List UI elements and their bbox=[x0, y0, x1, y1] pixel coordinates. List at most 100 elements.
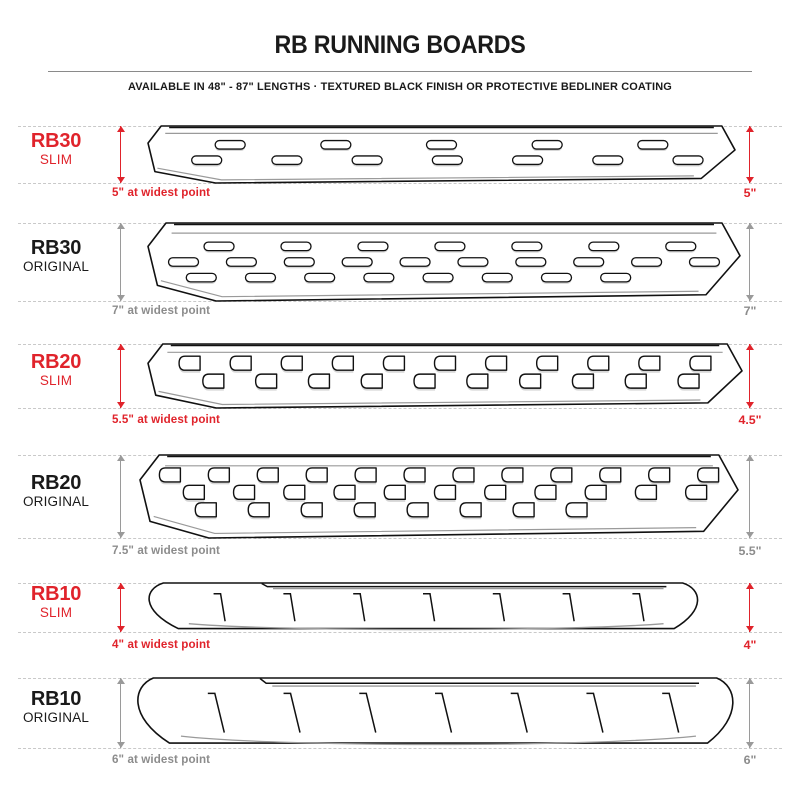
product-variant: ORIGINAL bbox=[22, 259, 90, 274]
step-pad bbox=[341, 257, 373, 269]
step-pad bbox=[360, 373, 383, 391]
step-pad bbox=[178, 355, 201, 373]
product-label: RB30 SLIM bbox=[0, 130, 112, 168]
step-pad bbox=[304, 272, 336, 284]
board-bottom-contour bbox=[180, 735, 697, 746]
board-silhouette bbox=[137, 677, 734, 744]
step-pad bbox=[283, 257, 315, 269]
step-pad bbox=[534, 484, 557, 502]
step-pad bbox=[592, 155, 624, 167]
dimension-shaft bbox=[120, 455, 121, 538]
step-pad bbox=[247, 502, 270, 520]
step-pad bbox=[203, 241, 235, 253]
arrowhead-up bbox=[745, 455, 754, 461]
arrowhead-down bbox=[745, 402, 754, 408]
page-title: RB RUNNING BOARDS bbox=[274, 31, 526, 59]
page-header: RB RUNNING BOARDS AVAILABLE IN 48" - 87"… bbox=[0, 0, 800, 93]
board-silhouette bbox=[147, 343, 743, 409]
arrowhead-up bbox=[116, 678, 125, 684]
step-pad bbox=[333, 484, 356, 502]
step-pad bbox=[677, 373, 700, 391]
left-dimension-arrow bbox=[116, 583, 125, 632]
running-board-illustration bbox=[139, 454, 739, 539]
product-variant: SLIM bbox=[39, 373, 73, 388]
step-pad bbox=[254, 373, 278, 391]
page-subtitle: AVAILABLE IN 48" - 87" LENGTHS · TEXTURE… bbox=[128, 81, 672, 93]
left-dimension-arrow bbox=[116, 344, 125, 408]
step-pad bbox=[459, 502, 482, 520]
step-pad bbox=[331, 355, 355, 373]
step-pad bbox=[684, 484, 708, 502]
height-dimension-label: 5" bbox=[743, 186, 757, 200]
step-pad bbox=[665, 241, 697, 253]
step-pad bbox=[481, 272, 513, 284]
product-variant: SLIM bbox=[39, 604, 73, 620]
step-pad bbox=[571, 373, 595, 391]
width-caption: 7" at widest point bbox=[112, 304, 211, 317]
step-pad bbox=[624, 373, 647, 391]
arrowhead-up bbox=[745, 344, 754, 350]
dimension-shaft bbox=[120, 344, 121, 408]
board-outline-svg bbox=[137, 677, 734, 746]
step-pad bbox=[399, 257, 431, 269]
arrowhead-up bbox=[116, 583, 125, 589]
step-pad bbox=[466, 373, 489, 391]
arrowhead-up bbox=[745, 126, 754, 132]
arrowhead-up bbox=[116, 344, 125, 350]
board-silhouette bbox=[147, 125, 736, 184]
step-pad bbox=[672, 155, 704, 167]
step-pad bbox=[182, 484, 206, 502]
board-inner-contour bbox=[153, 515, 697, 535]
left-dimension-arrow bbox=[116, 223, 125, 301]
step-pad bbox=[484, 484, 507, 502]
left-dimension-arrow bbox=[116, 126, 125, 183]
height-dimension-label: 4" bbox=[743, 638, 757, 652]
height-dimension-label: 4.5" bbox=[738, 413, 762, 427]
step-pad bbox=[511, 155, 544, 167]
product-label: RB10 ORIGINAL bbox=[0, 689, 112, 726]
dimension-shaft bbox=[120, 223, 121, 301]
guide-line-bottom bbox=[18, 632, 782, 633]
step-pad bbox=[244, 272, 277, 284]
product-model: RB10 bbox=[30, 688, 82, 710]
step-pad bbox=[185, 272, 217, 284]
step-pad bbox=[637, 139, 669, 152]
step-pad bbox=[305, 467, 328, 485]
width-caption: 7.5" at widest point bbox=[112, 544, 220, 557]
step-pad bbox=[535, 355, 559, 373]
step-pad bbox=[300, 502, 323, 520]
step-pad bbox=[647, 467, 671, 485]
tread-mark bbox=[283, 692, 301, 733]
product-model: RB20 bbox=[30, 351, 82, 373]
board-outline-svg bbox=[139, 454, 739, 539]
arrowhead-down bbox=[116, 742, 125, 748]
board-inner-contour bbox=[160, 280, 699, 298]
arrowhead-up bbox=[116, 223, 125, 229]
running-board-illustration bbox=[147, 343, 743, 409]
width-caption: 6" at widest point bbox=[112, 753, 211, 766]
arrowhead-up bbox=[745, 223, 754, 229]
step-pad bbox=[457, 257, 489, 269]
step-pad bbox=[422, 272, 454, 284]
height-dimension-label: 7" bbox=[743, 304, 757, 318]
step-pad bbox=[191, 155, 223, 167]
board-outline-svg bbox=[147, 343, 743, 409]
guide-line-bottom bbox=[18, 408, 782, 409]
step-pad bbox=[634, 484, 658, 502]
dimension-shaft bbox=[749, 678, 750, 748]
arrowhead-down bbox=[745, 532, 754, 538]
step-pad bbox=[511, 241, 543, 253]
step-pad bbox=[158, 467, 182, 485]
dimension-shaft bbox=[749, 344, 750, 408]
guide-line-bottom bbox=[18, 748, 782, 749]
step-pad bbox=[320, 139, 352, 152]
step-pad bbox=[214, 139, 246, 152]
running-board-illustration bbox=[128, 677, 742, 748]
tread-mark bbox=[492, 593, 506, 622]
dimension-shaft bbox=[120, 583, 121, 632]
step-pad bbox=[688, 257, 721, 269]
step-pad bbox=[434, 241, 466, 253]
arrowhead-down bbox=[745, 177, 754, 183]
board-bottom-contour bbox=[188, 623, 664, 631]
